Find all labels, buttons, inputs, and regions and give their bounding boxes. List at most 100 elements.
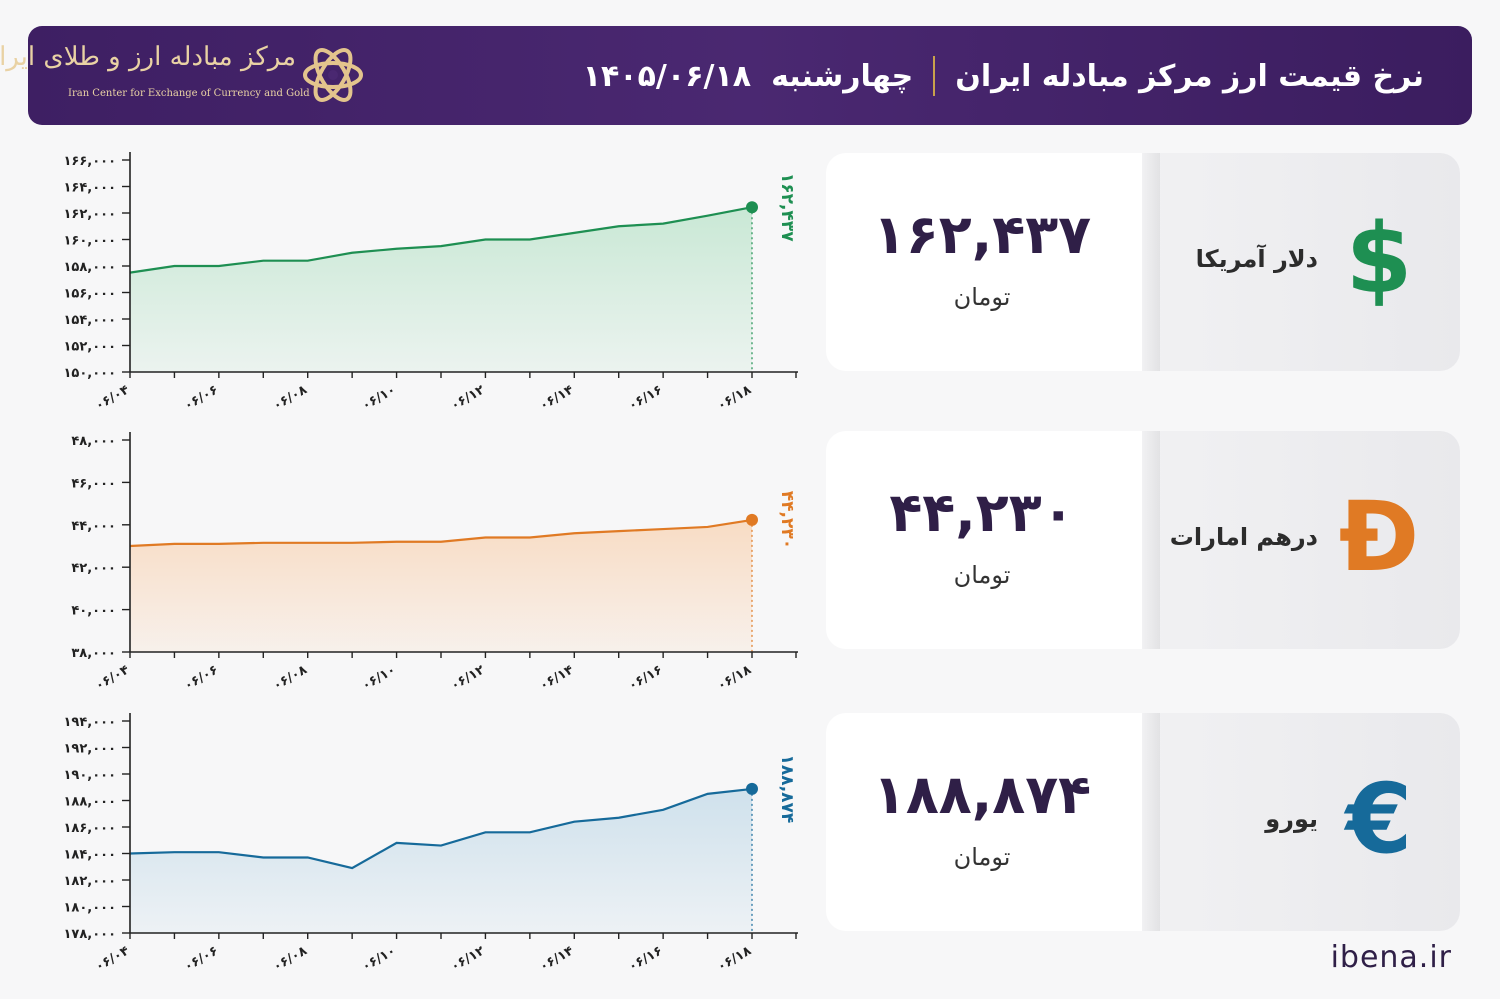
title-text: نرخ قیمت ارز مرکز مبادله ایران — [955, 58, 1424, 94]
data-point — [662, 809, 664, 811]
header-banner: مرکز مبادله ارز و طلای ایران Iran Center… — [0, 26, 1472, 125]
data-point — [395, 842, 397, 844]
title-date: ۱۴۰۵/۰۶/۱۸ — [582, 58, 752, 94]
series-line — [129, 787, 753, 870]
series-line — [129, 518, 753, 548]
x-tick-label: ۰۶/۰۸ — [271, 382, 310, 413]
y-tick-label: ۴۰,۰۰۰ — [71, 604, 116, 619]
data-point — [573, 232, 575, 234]
data-point — [307, 260, 309, 262]
x-tick-label: ۰۶/۱۶ — [626, 943, 665, 974]
series-area — [130, 788, 752, 933]
y-tick-label: ۱۸۸,۰۰۰ — [63, 795, 116, 810]
data-point — [262, 542, 264, 544]
currency-card-aed: ۴۴,۲۳۰ تومان درهم امارات Đ — [826, 431, 1460, 649]
x-tick-label: ۰۶/۰۴ — [93, 662, 132, 693]
x-tick-label: ۰۶/۱۴ — [537, 382, 576, 413]
currency-unit: تومان — [953, 843, 1011, 871]
last-data-point — [746, 782, 758, 795]
y-tick-label: ۱۸۲,۰۰۰ — [63, 874, 116, 889]
eur-price-chart: ۱۷۸,۰۰۰ ۱۸۰,۰۰۰ ۱۸۲,۰۰۰ ۱۸۴,۰۰۰ ۱۸۶,۰۰۰ ۱۸۸,۰… — [63, 713, 798, 975]
y-tick-label: ۱۵۴,۰۰۰ — [63, 313, 116, 328]
series-area — [130, 519, 752, 652]
card-label-panel — [1142, 431, 1460, 649]
x-tick-label: ۰۶/۱۴ — [537, 662, 576, 693]
y-tick-label: ۴۲,۰۰۰ — [71, 561, 116, 576]
y-tick-label: ۱۹۰,۰۰۰ — [63, 768, 116, 783]
currency-unit: تومان — [953, 283, 1011, 311]
y-tick-label: ۱۵۰,۰۰۰ — [63, 366, 116, 381]
data-point — [662, 528, 664, 530]
y-tick-label: ۱۸۰,۰۰۰ — [63, 901, 116, 916]
data-point — [529, 831, 531, 833]
data-point — [351, 867, 353, 869]
data-point — [484, 536, 486, 538]
card-label-panel — [1142, 153, 1460, 371]
data-point — [307, 542, 309, 544]
y-tick-label: ۱۸۶,۰۰۰ — [63, 821, 116, 836]
y-tick-label: ۱۶۲,۰۰۰ — [63, 207, 116, 222]
usd-price-chart: ۱۵۰,۰۰۰ ۱۵۲,۰۰۰ ۱۵۴,۰۰۰ ۱۵۶,۰۰۰ ۱۵۸,۰۰۰ ۱۶۰,۰… — [63, 152, 798, 414]
series-line — [129, 206, 753, 274]
x-tick-label: ۰۶/۱۶ — [626, 382, 665, 413]
data-point — [218, 265, 220, 267]
last-data-point — [746, 201, 758, 214]
dollar-icon: $ — [1345, 203, 1413, 315]
x-tick-label: ۰۶/۰۴ — [93, 382, 132, 413]
data-point — [573, 532, 575, 534]
y-tick-label: ۱۶۴,۰۰۰ — [63, 181, 116, 196]
currency-value: ۱۶۲,۴۳۷ — [872, 203, 1092, 266]
x-tick-label: ۰۶/۱۰ — [359, 662, 398, 693]
last-value-label: ۴۴,۲۳۰ — [777, 491, 797, 549]
data-point — [173, 851, 175, 853]
x-tick-label: ۰۶/۱۲ — [448, 382, 487, 413]
x-tick-label: ۰۶/۰۶ — [182, 662, 221, 693]
x-tick-label: ۰۶/۰۴ — [93, 943, 132, 974]
data-point — [440, 245, 442, 247]
y-tick-label: ۱۵۶,۰۰۰ — [63, 287, 116, 302]
x-tick-label: ۰۶/۱۸ — [715, 382, 754, 413]
data-point — [484, 238, 486, 240]
data-point — [573, 821, 575, 823]
card-label-panel — [1142, 713, 1460, 931]
data-point — [529, 238, 531, 240]
page-title: نرخ قیمت ارز مرکز مبادله ایران چهارشنبه … — [583, 54, 1424, 98]
data-point — [618, 530, 620, 532]
x-tick-label: ۰۶/۱۲ — [448, 943, 487, 974]
x-tick-label: ۰۶/۰۸ — [271, 662, 310, 693]
x-tick-label: ۰۶/۱۰ — [359, 382, 398, 413]
y-tick-label: ۴۴,۰۰۰ — [71, 519, 116, 534]
title-day: چهارشنبه — [771, 58, 914, 94]
card-panel-shadow — [1142, 713, 1160, 931]
y-tick-label: ۱۹۴,۰۰۰ — [63, 715, 116, 730]
y-tick-label: ۱۵۸,۰۰۰ — [63, 260, 116, 275]
data-point — [618, 817, 620, 819]
x-tick-label: ۰۶/۱۲ — [448, 662, 487, 693]
logo-text-fa: مرکز مبادله ارز و طلای ایران — [0, 42, 296, 72]
logo-text-en: Iran Center for Exchange of Currency and… — [68, 88, 310, 99]
data-point — [218, 543, 220, 545]
last-value-label: ۱۶۲,۴۳۷ — [777, 173, 797, 242]
data-point — [529, 536, 531, 538]
data-point — [395, 541, 397, 543]
x-tick-label: ۰۶/۰۶ — [182, 382, 221, 413]
x-tick-label: ۰۶/۱۸ — [715, 662, 754, 693]
data-point — [440, 541, 442, 543]
data-point — [173, 543, 175, 545]
currency-value: ۱۸۸,۸۷۴ — [872, 763, 1092, 826]
data-point — [484, 831, 486, 833]
y-tick-label: ۱۷۸,۰۰۰ — [63, 927, 116, 942]
currency-unit: تومان — [953, 561, 1011, 589]
card-panel-shadow — [1142, 153, 1160, 371]
y-tick-label: ۳۸,۰۰۰ — [71, 646, 116, 661]
series-area — [130, 207, 752, 372]
data-point — [307, 856, 309, 858]
x-tick-label: ۰۶/۱۴ — [537, 943, 576, 974]
data-point — [173, 265, 175, 267]
card-panel-shadow — [1142, 431, 1160, 649]
y-tick-label: ۴۸,۰۰۰ — [71, 434, 116, 449]
y-tick-label: ۱۶۶,۰۰۰ — [63, 154, 116, 169]
center-logo: مرکز مبادله ارز و طلای ایران Iran Center… — [0, 40, 368, 112]
data-point — [662, 222, 664, 224]
x-tick-label: ۰۶/۱۰ — [359, 943, 398, 974]
